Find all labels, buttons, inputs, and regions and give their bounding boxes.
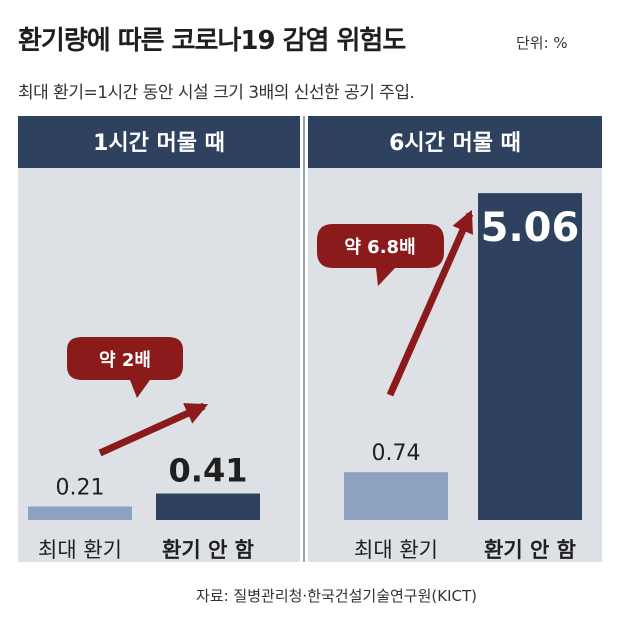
callout-text: 약 6.8배 (344, 236, 415, 258)
bar (344, 472, 448, 520)
data-label: 0.41 (169, 452, 248, 490)
panel-header (308, 116, 602, 168)
source-note: 자료: 질병관리청·한국건설기술연구원(KICT) (196, 587, 477, 605)
data-label: 0.74 (372, 441, 421, 466)
chart-title: 환기량에 따른 코로나19 감염 위험도 (18, 26, 406, 56)
bar (478, 193, 582, 520)
panel-header (18, 116, 300, 168)
increase-arrow (386, 209, 474, 397)
category-label: 환기 안 함 (484, 538, 576, 562)
data-label: 5.06 (481, 205, 580, 251)
callout-bubble (317, 224, 444, 286)
panel-title: 6시간 머물 때 (389, 131, 521, 156)
unit-label: 단위: % (516, 34, 568, 52)
callout-bubble (67, 337, 183, 398)
increase-arrow (98, 402, 209, 457)
callout-text: 약 2배 (99, 349, 151, 371)
chart-subtitle: 최대 환기=1시간 동안 시설 크기 3배의 신선한 공기 주입. (18, 83, 415, 103)
category-label: 최대 환기 (354, 538, 438, 562)
data-label: 0.21 (56, 475, 105, 500)
bar (28, 506, 132, 520)
category-label: 환기 안 함 (162, 538, 254, 562)
bar (156, 493, 260, 520)
panel-title: 1시간 머물 때 (93, 131, 225, 156)
category-label: 최대 환기 (38, 538, 122, 562)
